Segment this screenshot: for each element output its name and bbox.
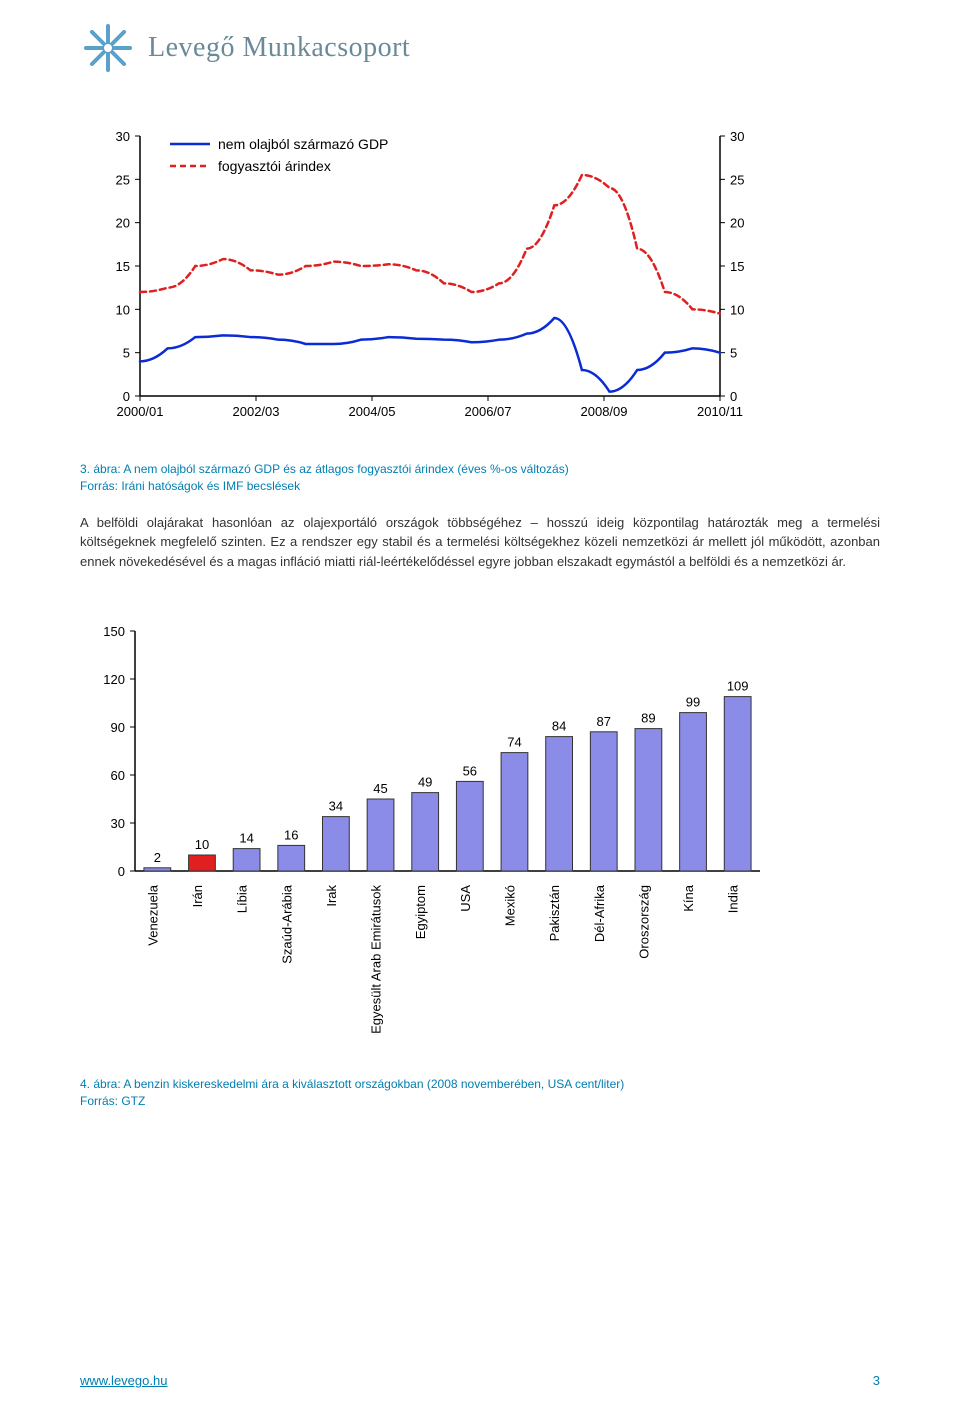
svg-text:15: 15 xyxy=(116,259,130,274)
svg-text:150: 150 xyxy=(103,624,125,639)
svg-text:Kína: Kína xyxy=(681,884,696,912)
svg-text:Pakisztán: Pakisztán xyxy=(547,885,562,941)
svg-text:fogyasztói árindex: fogyasztói árindex xyxy=(218,158,331,174)
svg-text:0: 0 xyxy=(730,389,737,404)
svg-text:2004/05: 2004/05 xyxy=(349,404,396,419)
figure-3-caption: 3. ábra: A nem olajból származó GDP és a… xyxy=(80,461,880,495)
bar-chart-fuel-prices: 0 30 60 90 120 150 2 Venezuela 10 Irán 14 Líbia 16 Sz… xyxy=(80,611,880,1056)
svg-text:74: 74 xyxy=(507,735,521,750)
svg-text:120: 120 xyxy=(103,672,125,687)
logo-icon xyxy=(80,20,136,76)
svg-text:Oroszország: Oroszország xyxy=(636,885,651,959)
svg-text:84: 84 xyxy=(552,719,566,734)
svg-text:60: 60 xyxy=(111,768,125,783)
svg-text:99: 99 xyxy=(686,695,700,710)
svg-text:5: 5 xyxy=(123,346,130,361)
svg-text:2006/07: 2006/07 xyxy=(465,404,512,419)
svg-text:2000/01: 2000/01 xyxy=(117,404,164,419)
page-footer: www.levego.hu 3 xyxy=(80,1373,880,1388)
svg-text:25: 25 xyxy=(730,172,744,187)
svg-text:Egyiptom: Egyiptom xyxy=(413,885,428,939)
svg-text:2: 2 xyxy=(154,850,161,865)
svg-text:Szaúd-Arábia: Szaúd-Arábia xyxy=(279,884,294,964)
svg-text:5: 5 xyxy=(730,346,737,361)
svg-text:USA: USA xyxy=(458,885,473,912)
svg-text:30: 30 xyxy=(730,129,744,144)
svg-text:2010/11: 2010/11 xyxy=(697,404,743,419)
svg-text:30: 30 xyxy=(111,816,125,831)
svg-text:25: 25 xyxy=(116,172,130,187)
svg-text:nem olajból származó GDP: nem olajból származó GDP xyxy=(218,136,388,152)
svg-text:10: 10 xyxy=(195,837,209,852)
footer-link[interactable]: www.levego.hu xyxy=(80,1373,167,1388)
svg-text:56: 56 xyxy=(463,763,477,778)
figure-4-caption: 4. ábra: A benzin kiskereskedelmi ára a … xyxy=(80,1076,880,1110)
svg-text:109: 109 xyxy=(727,679,749,694)
svg-text:2002/03: 2002/03 xyxy=(233,404,280,419)
logo-text: Levegő Munkacsoport xyxy=(148,32,410,64)
svg-text:15: 15 xyxy=(730,259,744,274)
svg-text:0: 0 xyxy=(118,864,125,879)
svg-text:10: 10 xyxy=(730,302,744,317)
svg-text:Irak: Irak xyxy=(324,885,339,907)
svg-text:30: 30 xyxy=(116,129,130,144)
svg-text:Líbia: Líbia xyxy=(235,884,250,913)
svg-text:Irán: Irán xyxy=(190,885,205,907)
svg-text:89: 89 xyxy=(641,711,655,726)
svg-text:Venezuela: Venezuela xyxy=(145,884,160,945)
svg-text:India: India xyxy=(726,884,741,913)
svg-text:90: 90 xyxy=(111,720,125,735)
svg-text:2008/09: 2008/09 xyxy=(581,404,628,419)
footer-page-number: 3 xyxy=(873,1373,880,1388)
svg-text:49: 49 xyxy=(418,775,432,790)
svg-text:45: 45 xyxy=(373,781,387,796)
svg-text:20: 20 xyxy=(116,216,130,231)
body-paragraph: A belföldi olajárakat hasonlóan az olaje… xyxy=(80,513,880,572)
svg-text:14: 14 xyxy=(239,831,253,846)
header-logo: Levegő Munkacsoport xyxy=(80,20,880,76)
svg-text:Dél-Afrika: Dél-Afrika xyxy=(592,884,607,942)
svg-text:34: 34 xyxy=(329,799,343,814)
svg-text:Egyesült Arab Emirátusok: Egyesült Arab Emirátusok xyxy=(369,885,384,1034)
svg-text:10: 10 xyxy=(116,302,130,317)
line-chart-gdp-cpi: 0 0 5 5 10 10 15 15 20 20 25 25 30 30 2000/01 2002/03 20… xyxy=(80,116,880,441)
svg-text:87: 87 xyxy=(597,714,611,729)
svg-text:20: 20 xyxy=(730,216,744,231)
svg-text:16: 16 xyxy=(284,827,298,842)
svg-text:Mexikó: Mexikó xyxy=(502,885,517,926)
svg-text:0: 0 xyxy=(123,389,130,404)
